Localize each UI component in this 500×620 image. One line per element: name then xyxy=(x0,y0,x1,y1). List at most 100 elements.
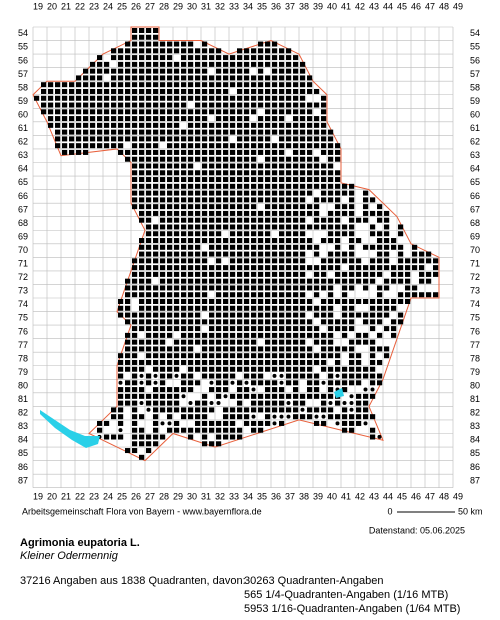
occurrence-square xyxy=(160,292,166,298)
occurrence-square xyxy=(237,258,243,264)
occurrence-square xyxy=(111,129,117,135)
occurrence-square xyxy=(419,265,425,271)
occurrence-square xyxy=(279,420,285,426)
occurrence-square xyxy=(132,68,138,74)
occurrence-square xyxy=(251,271,257,277)
occurrence-square xyxy=(244,299,250,304)
occurrence-square xyxy=(293,251,299,257)
occurrence-square xyxy=(153,238,159,244)
occurrence-square xyxy=(104,143,110,149)
occurrence-square xyxy=(279,359,285,365)
occurrence-square xyxy=(272,129,278,135)
occurrence-square xyxy=(160,258,166,264)
occurrence-square xyxy=(300,414,306,420)
occurrence-square xyxy=(286,156,292,162)
occurrence-square xyxy=(125,339,131,345)
occurrence-square xyxy=(153,231,159,237)
occurrence-square xyxy=(258,224,264,230)
occurrence-square xyxy=(62,129,68,135)
occurrence-square xyxy=(293,177,299,183)
occurrence-square xyxy=(230,217,236,223)
occurrence-square xyxy=(160,366,166,372)
occurrence-square xyxy=(286,231,292,237)
occurrence-dot xyxy=(279,373,284,378)
occurrence-square xyxy=(202,163,208,169)
occurrence-square xyxy=(279,332,285,338)
occurrence-square xyxy=(237,224,243,230)
occurrence-square xyxy=(244,251,250,257)
occurrence-square xyxy=(258,393,264,399)
occurrence-square xyxy=(146,122,152,128)
y-label: 71 xyxy=(18,259,28,269)
occurrence-square xyxy=(153,28,159,33)
occurrence-square xyxy=(174,197,180,203)
occurrence-square xyxy=(97,129,103,135)
occurrence-square xyxy=(153,332,159,338)
occurrence-square xyxy=(195,210,201,216)
occurrence-square xyxy=(244,244,250,250)
occurrence-square xyxy=(202,61,208,67)
occurrence-square xyxy=(139,285,145,291)
occurrence-square xyxy=(237,156,243,162)
occurrence-square xyxy=(160,285,166,291)
y-label: 62 xyxy=(18,137,28,147)
occurrence-square xyxy=(258,190,264,196)
occurrence-square xyxy=(363,299,369,304)
occurrence-square xyxy=(279,210,285,216)
occurrence-square xyxy=(426,278,432,284)
occurrence-square xyxy=(258,116,264,122)
occurrence-square xyxy=(160,319,166,325)
occurrence-square xyxy=(174,319,180,325)
occurrence-square xyxy=(132,122,138,128)
occurrence-square xyxy=(258,197,264,203)
occurrence-square xyxy=(335,183,341,189)
occurrence-square xyxy=(181,75,187,81)
occurrence-square xyxy=(230,373,236,379)
occurrence-square xyxy=(216,332,222,338)
occurrence-square xyxy=(188,177,194,183)
occurrence-square xyxy=(419,251,425,257)
occurrence-square xyxy=(125,448,131,454)
occurrence-square xyxy=(174,265,180,271)
occurrence-square xyxy=(398,251,404,257)
occurrence-square xyxy=(202,332,208,338)
y-label: 77 xyxy=(470,340,480,350)
x-label: 48 xyxy=(439,491,449,501)
border xyxy=(32,26,440,462)
occurrence-square xyxy=(132,400,138,406)
occurrence-square xyxy=(314,143,320,149)
occurrence-square xyxy=(230,156,236,162)
occurrence-square xyxy=(97,420,103,426)
occurrence-square xyxy=(167,48,173,54)
occurrence-square xyxy=(279,68,285,74)
occurrence-square xyxy=(139,116,145,122)
occurrence-square xyxy=(188,116,194,122)
occurrence-square xyxy=(244,122,250,128)
occurrence-square xyxy=(363,339,369,345)
occurrence-square xyxy=(328,183,334,189)
occurrence-square xyxy=(356,359,362,365)
y-label: 67 xyxy=(470,204,480,214)
occurrence-dot xyxy=(223,394,228,399)
occurrence-square xyxy=(321,129,327,135)
occurrence-square xyxy=(321,143,327,149)
occurrence-square xyxy=(125,88,131,94)
occurrence-square xyxy=(230,366,236,372)
occurrence-square xyxy=(349,380,355,386)
occurrence-square xyxy=(160,149,166,155)
occurrence-square xyxy=(272,319,278,325)
occurrence-square xyxy=(286,109,292,115)
occurrence-square xyxy=(209,285,215,291)
occurrence-square xyxy=(237,88,243,94)
occurrence-square xyxy=(202,441,208,447)
summary: 37216 Angaben aus 1838 Quadranten, davon… xyxy=(20,575,246,587)
occurrence-square xyxy=(153,265,159,271)
occurrence-square xyxy=(286,170,292,176)
occurrence-square xyxy=(258,163,264,169)
occurrence-square xyxy=(153,427,159,433)
occurrence-square xyxy=(139,129,145,135)
occurrence-square xyxy=(188,285,194,291)
occurrence-square xyxy=(370,197,376,203)
occurrence-square xyxy=(272,278,278,284)
occurrence-square xyxy=(34,95,40,101)
